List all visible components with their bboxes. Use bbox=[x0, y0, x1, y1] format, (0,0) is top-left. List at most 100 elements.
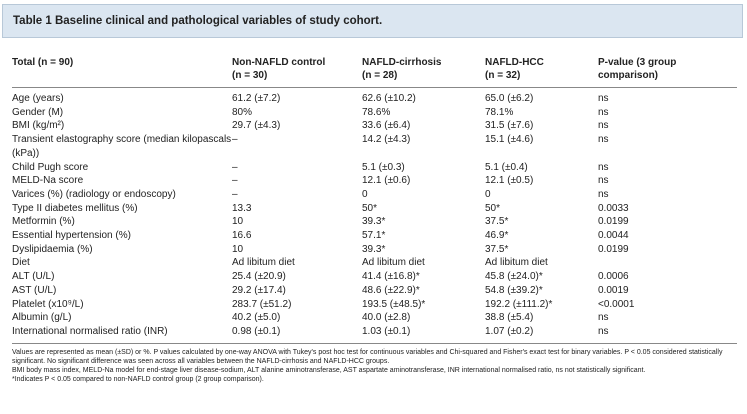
table-cell: Ad libitum diet bbox=[362, 257, 425, 269]
header-cell: P-value (3 group comparison) bbox=[598, 56, 737, 88]
table-cell: 14.2 (±4.3) bbox=[362, 134, 411, 146]
table-row: Dyslipidaemia (%) 10 39.3* 37.5* 0.0199 bbox=[12, 243, 737, 257]
table-cell: 33.6 (±6.4) bbox=[362, 120, 411, 132]
footnote: BMI body mass index, MELD-Na model for e… bbox=[12, 367, 646, 374]
table-cell: ALT (U/L) bbox=[12, 271, 55, 283]
header-cell: Non-NAFLD control (n = 30) bbox=[232, 56, 362, 88]
table-cell: 0.0033 bbox=[598, 202, 629, 214]
table-row: Platelet (x10⁹/L) 283.7 (±51.2) 193.5 (±48… bbox=[12, 298, 737, 312]
table-cell: – bbox=[232, 188, 238, 200]
table-cell: ns bbox=[598, 161, 609, 173]
table-cell: ns bbox=[598, 106, 609, 118]
table-cell: 283.7 (±51.2) bbox=[232, 298, 292, 310]
table-cell: 38.8 (±5.4) bbox=[485, 312, 534, 324]
header-line: NAFLD-HCC bbox=[485, 57, 544, 68]
header-row: Total (n = 90) Non-NAFLD control (n = 30) N… bbox=[12, 56, 737, 88]
table-cell: ns bbox=[598, 312, 609, 324]
table-cell: 12.1 (±0.5) bbox=[485, 175, 534, 187]
table-cell: Child Pugh score bbox=[12, 161, 89, 173]
header-line: (n = 32) bbox=[485, 70, 521, 81]
table-cell: 31.5 (±7.6) bbox=[485, 120, 534, 132]
footnote: Values are represented as mean (±SD) or … bbox=[12, 349, 723, 365]
table-row: BMI (kg/m²) 29.7 (±4.3) 33.6 (±6.4) 31.5 (±… bbox=[12, 119, 737, 133]
table-cell: 39.3* bbox=[362, 243, 386, 255]
header-cell: Total (n = 90) bbox=[12, 56, 232, 88]
table-cell: 5.1 (±0.4) bbox=[485, 161, 528, 173]
header-line: comparison) bbox=[598, 70, 659, 81]
table-cell: 78.1% bbox=[485, 106, 514, 118]
table-cell: 57.1* bbox=[362, 230, 386, 242]
table-cell: 13.3 bbox=[232, 202, 252, 214]
table-cell: 62.6 (±10.2) bbox=[362, 93, 416, 104]
header-line: Total (n = 90) bbox=[12, 57, 74, 68]
header-cell: NAFLD-cirrhosis (n = 28) bbox=[362, 56, 485, 88]
header-cell: NAFLD-HCC (n = 32) bbox=[485, 56, 598, 88]
header-line: P-value (3 group bbox=[598, 57, 677, 68]
table-cell: 12.1 (±0.6) bbox=[362, 175, 411, 187]
footnote: *Indicates P < 0.05 compared to non-NAFL… bbox=[12, 376, 264, 383]
table-cell: 46.9* bbox=[485, 230, 509, 242]
table-cell: 10 bbox=[232, 243, 244, 255]
table-row: Albumin (g/L) 40.2 (±5.0) 40.0 (±2.8) 38.8 … bbox=[12, 311, 737, 325]
table-cell: 15.1 (±4.6) bbox=[485, 134, 534, 146]
header-line: NAFLD-cirrhosis bbox=[362, 57, 442, 68]
table-cell: 5.1 (±0.3) bbox=[362, 161, 405, 173]
table-cell: 41.4 (±16.8)* bbox=[362, 271, 420, 283]
table-cell: ns bbox=[598, 188, 609, 200]
table-cell: Metformin (%) bbox=[12, 216, 75, 228]
table-cell: 37.5* bbox=[485, 216, 509, 228]
table-cell: Ad libitum diet bbox=[232, 257, 295, 269]
table-cell: 0.0044 bbox=[598, 230, 629, 242]
table-row: Transient elastography score (median kil… bbox=[12, 133, 737, 160]
table-cell: 40.2 (±5.0) bbox=[232, 312, 281, 324]
table-cell: International normalised ratio (INR) bbox=[12, 324, 232, 344]
table-cell: 10 bbox=[232, 216, 244, 228]
table-cell: – bbox=[232, 134, 238, 146]
table-cell: 25.4 (±20.9) bbox=[232, 271, 286, 283]
table-cell: ns bbox=[598, 324, 737, 344]
table-row: Diet Ad libitum diet Ad libitum diet Ad lib… bbox=[12, 256, 737, 270]
table-cell: 192.2 (±111.2)* bbox=[485, 298, 553, 310]
table-row: Varices (%) (radiology or endoscopy) – 0 0 n… bbox=[12, 188, 737, 202]
table-cell: ns bbox=[598, 120, 609, 132]
table-cell bbox=[598, 256, 737, 270]
table-cell: 0.0006 bbox=[598, 271, 629, 283]
table-cell: 65.0 (±6.2) bbox=[485, 93, 534, 104]
table-row: ALT (U/L) 25.4 (±20.9) 41.4 (±16.8)* 45.8 (… bbox=[12, 270, 737, 284]
footnotes: Values are represented as mean (±SD) or … bbox=[12, 348, 732, 384]
table-cell: ns bbox=[598, 175, 609, 187]
table-cell: 1.03 (±0.1) bbox=[362, 324, 485, 344]
table-cell: Gender (M) bbox=[12, 106, 64, 118]
table-cell: Varices (%) (radiology or endoscopy) bbox=[12, 188, 176, 200]
table-cell: MELD-Na score bbox=[12, 175, 84, 187]
table-cell: AST (U/L) bbox=[12, 284, 57, 296]
table-cell: 48.6 (±22.9)* bbox=[362, 284, 420, 296]
table-cell: 1.07 (±0.2) bbox=[485, 324, 598, 344]
table-cell: Transient elastography score (median kil… bbox=[12, 134, 232, 159]
table-cell: – bbox=[232, 161, 238, 173]
table-cell: BMI (kg/m²) bbox=[12, 120, 65, 132]
table-cell: 0.0019 bbox=[598, 284, 629, 296]
table-cell: Platelet (x10⁹/L) bbox=[12, 298, 84, 310]
table-cell: ns bbox=[598, 134, 609, 146]
table-cell: 61.2 (±7.2) bbox=[232, 93, 281, 104]
table-cell: 40.0 (±2.8) bbox=[362, 312, 411, 324]
table-cell: 0.0199 bbox=[598, 216, 629, 228]
table-cell: Essential hypertension (%) bbox=[12, 230, 131, 242]
table-cell: 50* bbox=[362, 202, 378, 214]
table-cell: 45.8 (±24.0)* bbox=[485, 271, 543, 283]
table-cell: Diet bbox=[12, 257, 30, 269]
table-row: International normalised ratio (INR) 0.98… bbox=[12, 324, 737, 344]
table-row: AST (U/L) 29.2 (±17.4) 48.6 (±22.9)* 54.8 (… bbox=[12, 284, 737, 298]
table-cell: 80% bbox=[232, 106, 253, 118]
table-cell: 39.3* bbox=[362, 216, 386, 228]
table-cell: 16.6 bbox=[232, 230, 252, 242]
table-cell: 78.6% bbox=[362, 106, 391, 118]
table-cell: 29.2 (±17.4) bbox=[232, 284, 286, 296]
table-row: Gender (M) 80% 78.6% 78.1% ns bbox=[12, 106, 737, 120]
table-cell: 0 bbox=[485, 188, 491, 200]
table-row: MELD-Na score – 12.1 (±0.6) 12.1 (±0.5) ns bbox=[12, 174, 737, 188]
header-line: (n = 30) bbox=[232, 70, 268, 81]
table-cell: Albumin (g/L) bbox=[12, 312, 72, 324]
